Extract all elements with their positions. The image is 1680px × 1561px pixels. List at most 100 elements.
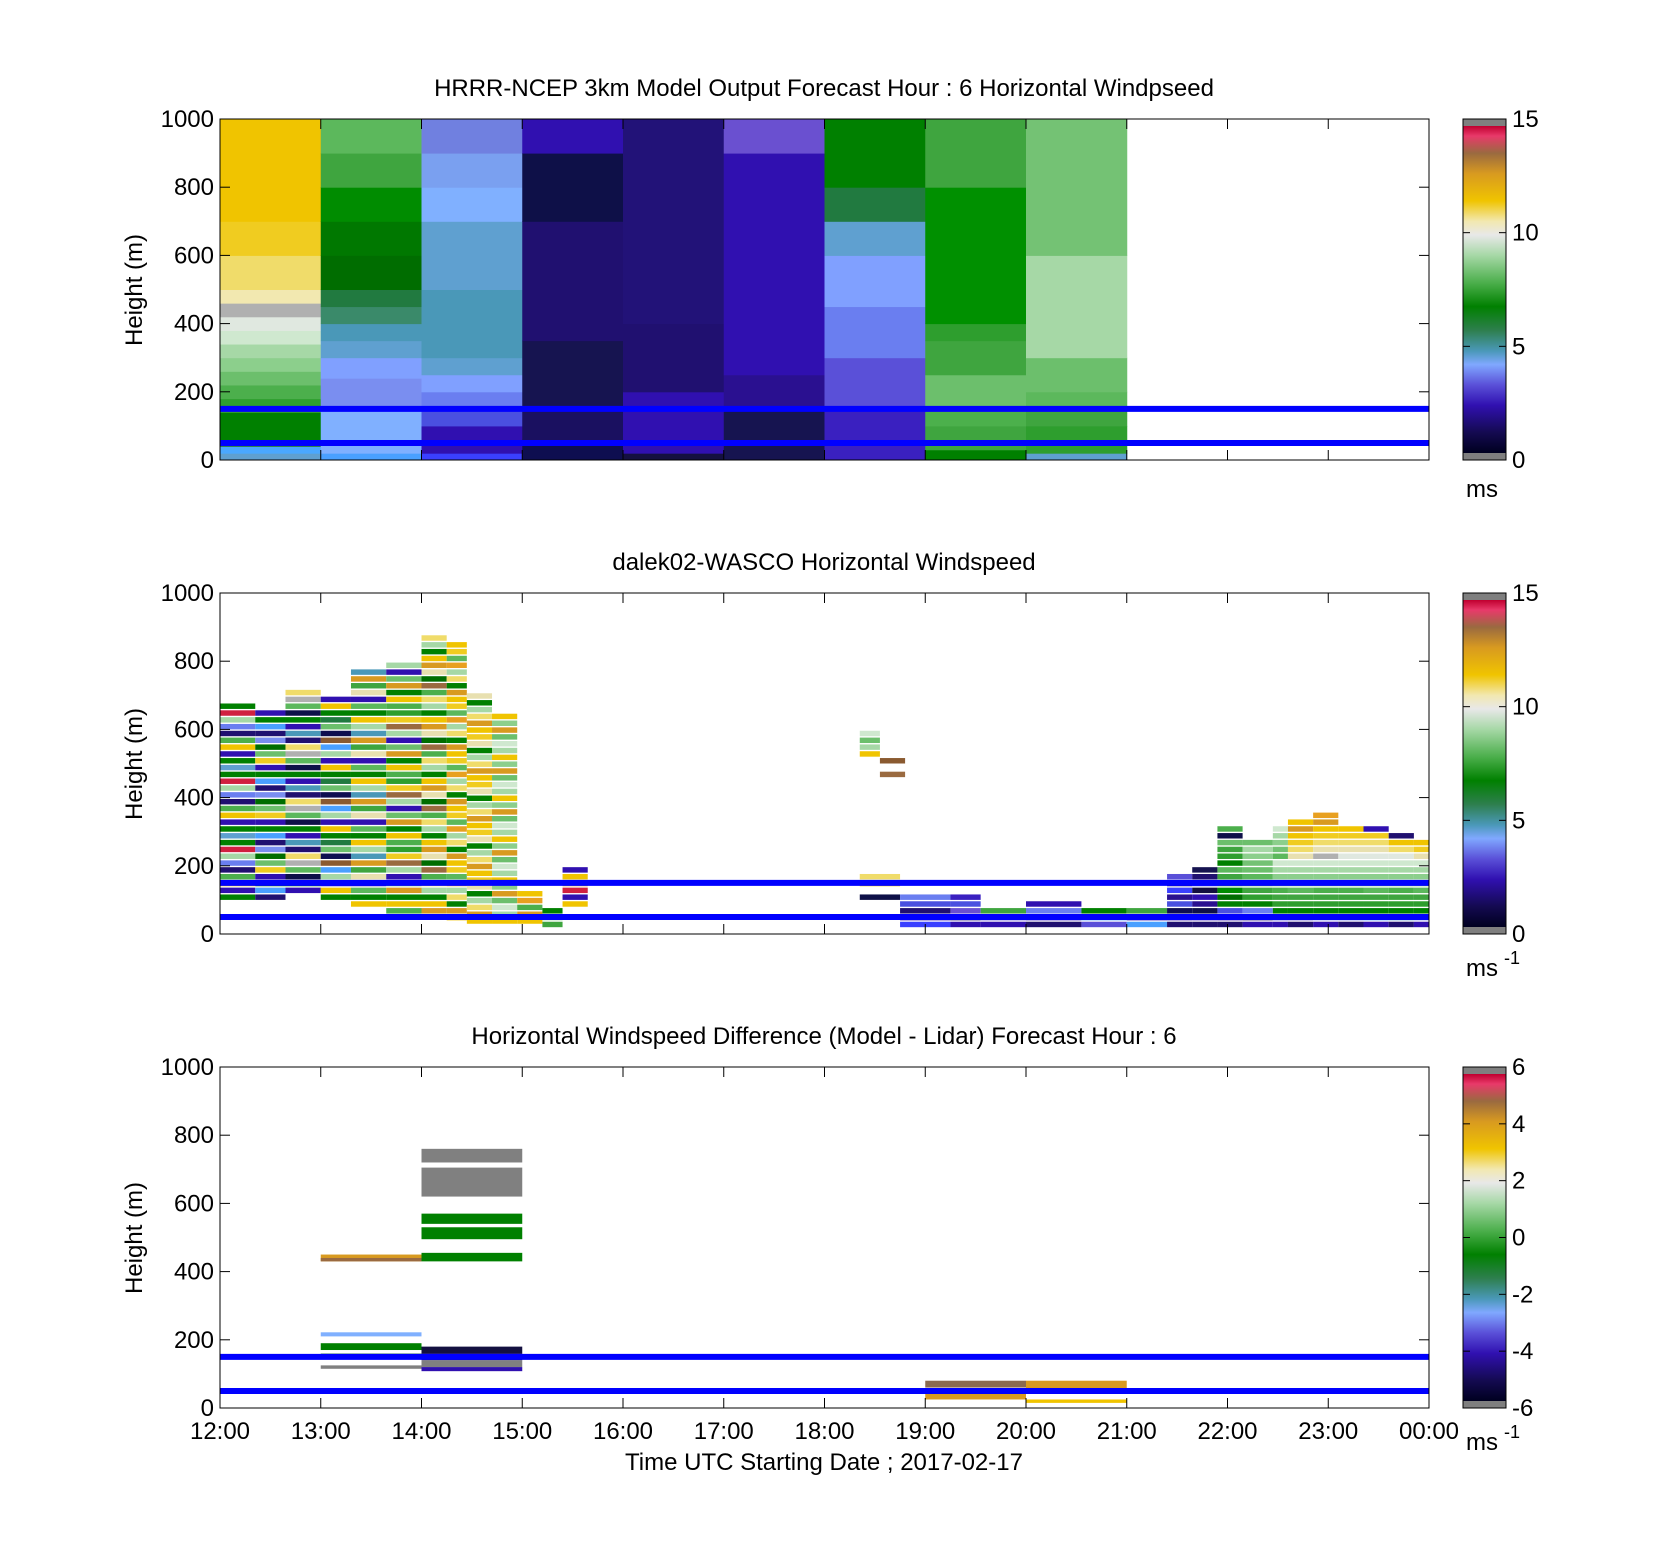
heatmap-cell	[1338, 826, 1364, 832]
heatmap-cell	[285, 751, 321, 757]
heatmap-cell	[466, 904, 493, 911]
heatmap-cell	[285, 833, 321, 839]
heatmap-cell	[446, 792, 467, 798]
heatmap-cell	[1217, 901, 1243, 907]
heatmap-cell	[446, 683, 467, 689]
heatmap-cell	[446, 642, 467, 648]
y-axis: 0 200 400 600 800 1000	[161, 106, 1429, 474]
heatmap-cell	[1026, 119, 1128, 256]
heatmap-cell	[1026, 391, 1128, 410]
heatmap-cell	[522, 221, 624, 342]
heatmap-cell	[350, 839, 387, 846]
heatmap-cell	[1287, 846, 1314, 853]
heatmap-cell	[220, 371, 322, 386]
heatmap-cell	[386, 696, 422, 703]
heatmap-cell	[446, 839, 467, 846]
heatmap-cell	[320, 805, 351, 812]
panel-title: Horizontal Windspeed Difference (Model -…	[471, 1023, 1176, 1050]
heatmap-cell	[1413, 873, 1429, 880]
heatmap-cell	[350, 873, 387, 880]
heatmap-cell	[1313, 812, 1339, 819]
heatmap-cell	[421, 751, 447, 757]
heatmap-cell	[1388, 860, 1414, 866]
heatmap-cell	[320, 867, 351, 873]
heatmap-cell	[421, 710, 447, 716]
heatmap-cell	[220, 764, 256, 771]
heatmap-cell	[320, 744, 351, 750]
heatmap-cell	[1026, 1399, 1127, 1403]
heatmap-cell	[517, 904, 543, 911]
colorbar-tick-label: 0	[1512, 447, 1525, 474]
heatmap-cell	[1287, 860, 1314, 866]
panel-lidar: dalek02-WASCO Horizontal Windspeed 0 200 4…	[121, 549, 1539, 982]
heatmap-cell	[466, 856, 493, 863]
heatmap-cell	[350, 737, 387, 744]
heatmap-cell	[859, 744, 880, 750]
colorbar-tick-label: 10	[1512, 694, 1539, 721]
y-tick-label: 200	[174, 853, 214, 880]
heatmap-cell	[1287, 819, 1314, 825]
heatmap-cell	[1313, 853, 1339, 859]
heatmap-cell	[220, 778, 256, 784]
heatmap-cell	[446, 798, 467, 805]
heatmap-cell	[255, 839, 286, 846]
heatmap-cell	[421, 744, 447, 750]
heatmap-cell	[386, 908, 422, 914]
heatmap-cell	[220, 412, 322, 441]
heatmap-cell	[492, 904, 518, 911]
heatmap-cell	[1338, 921, 1364, 928]
heatmap-cell	[446, 853, 467, 859]
heatmap-cell	[285, 778, 321, 784]
heatmap-cell	[220, 744, 256, 750]
heatmap-cell	[562, 867, 588, 873]
heatmap-cell	[1413, 839, 1429, 846]
heatmap-cell	[220, 819, 256, 825]
heatmap-cell	[285, 703, 321, 709]
heatmap-cell	[1287, 853, 1314, 859]
heatmap-cell	[1217, 846, 1243, 853]
heatmap-cell	[492, 761, 518, 767]
y-tick-label: 400	[174, 1259, 214, 1286]
heatmap-cell	[320, 323, 422, 342]
heatmap-cell	[255, 710, 286, 716]
heatmap-cell	[925, 1380, 1026, 1388]
heatmap-cell	[320, 255, 422, 290]
heatmap-cell	[320, 1343, 422, 1351]
heatmap-cell	[1363, 853, 1389, 859]
heatmap-cell	[1167, 901, 1193, 907]
heatmap-cell	[466, 816, 493, 822]
heatmap-cell	[320, 798, 351, 805]
heatmap-cell	[386, 676, 422, 682]
heatmap-cell	[1313, 860, 1339, 866]
heatmap-cell	[1313, 867, 1339, 873]
heatmap-cell	[1272, 873, 1288, 880]
heatmap-cell	[386, 812, 422, 819]
heatmap-cell	[1363, 887, 1389, 894]
heatmap-cell	[220, 894, 256, 900]
heatmap-cell	[466, 850, 493, 856]
heatmap-cell	[421, 1148, 523, 1163]
heatmap-cell	[386, 846, 422, 853]
heatmap-cell	[562, 887, 588, 894]
heatmap-cell	[1338, 887, 1364, 894]
heatmap-cell	[1081, 921, 1127, 928]
colorbar-tick-label: 15	[1512, 106, 1539, 133]
heatmap-cell	[320, 860, 351, 866]
heatmap-cell	[421, 1252, 523, 1262]
heatmap-cell	[542, 908, 563, 914]
heatmap-cell	[255, 833, 286, 839]
heatmap-cell	[1287, 894, 1314, 900]
heatmap-cell	[522, 153, 624, 222]
heatmap-cells	[220, 119, 1128, 460]
heatmap-cell	[466, 891, 493, 897]
heatmap-cell	[220, 357, 322, 372]
heatmap-cell	[285, 723, 321, 730]
reference-lines	[220, 1353, 1429, 1394]
panel-difference: Horizontal Windspeed Difference (Model -…	[121, 1023, 1533, 1476]
heatmap-cell	[723, 408, 825, 460]
heatmap-cell	[1338, 853, 1364, 859]
heatmap-cell	[255, 894, 286, 900]
heatmap-cell	[466, 897, 493, 904]
heatmap-cell	[386, 683, 422, 689]
